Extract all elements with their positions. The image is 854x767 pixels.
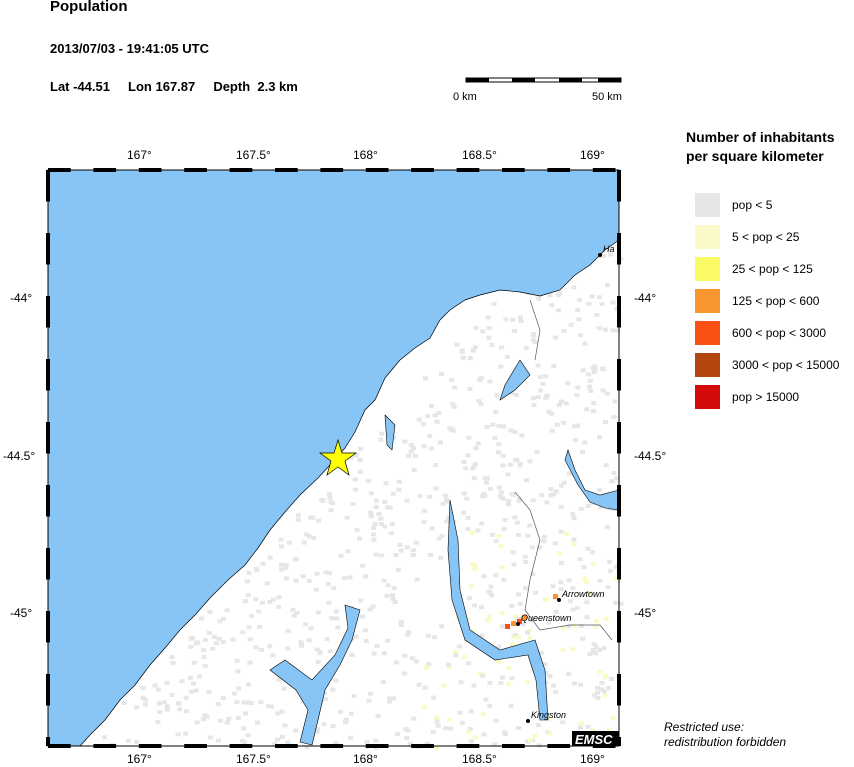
scale-end: 50 km <box>592 91 622 103</box>
lat-tick-left: -45° <box>10 606 33 620</box>
legend-label: 125 < pop < 600 <box>732 294 820 308</box>
legend-item: 25 < pop < 125 <box>695 257 813 281</box>
scale-start: 0 km <box>453 91 477 103</box>
event-datetime: 2013/07/03 - 19:41:05 UTC <box>50 41 209 56</box>
lon-tick-bottom: 168° <box>353 752 378 766</box>
lat-tick-right: -44° <box>634 291 657 305</box>
legend-swatch <box>695 257 720 281</box>
town-label: Queenstown <box>521 613 572 623</box>
town-marker <box>526 719 530 723</box>
lon-tick-top: 168.5° <box>462 148 497 162</box>
legend-item: pop < 5 <box>695 193 772 217</box>
legend-swatch <box>695 193 720 217</box>
notice-line2: redistribution forbidden <box>664 735 787 749</box>
town-label: Arrowtown <box>561 589 605 599</box>
lon-tick-bottom: 168.5° <box>462 752 497 766</box>
legend-label: 5 < pop < 25 <box>732 230 800 244</box>
map-title: Population <box>50 0 128 15</box>
legend-swatch <box>695 225 720 249</box>
town-label: Ha <box>603 244 615 254</box>
epicenter-star-icon[interactable] <box>318 438 358 476</box>
scale-bar <box>465 77 622 83</box>
legend-label: 600 < pop < 3000 <box>732 326 827 340</box>
lon-tick-top: 167.5° <box>236 148 271 162</box>
town-marker <box>516 622 520 626</box>
notice-line1: Restricted use: <box>664 720 745 734</box>
town-marker <box>557 598 561 602</box>
lon-tick-bottom: 167° <box>127 752 152 766</box>
event-coordinates: Lat -44.51 Lon 167.87 Depth 2.3 km <box>50 79 298 94</box>
legend-title-line1: Number of inhabitants <box>686 129 835 145</box>
lon-tick-top: 169° <box>580 148 605 162</box>
legend-item: 125 < pop < 600 <box>695 289 819 313</box>
roads <box>514 299 613 641</box>
legend-swatch <box>695 289 720 313</box>
lat-tick-left: -44° <box>10 291 33 305</box>
legend-title: Number of inhabitants per square kilomete… <box>686 128 854 166</box>
lon-tick-top: 167° <box>127 148 152 162</box>
legend-item: 5 < pop < 25 <box>695 225 799 249</box>
legend-swatch <box>695 385 720 409</box>
legend-label: 25 < pop < 125 <box>732 262 813 276</box>
lon-tick-top: 168° <box>353 148 378 162</box>
lat-tick-right: -45° <box>634 606 657 620</box>
legend-swatch <box>695 353 720 377</box>
legend-label: pop > 15000 <box>732 390 800 404</box>
population-cells <box>101 251 624 750</box>
lat-tick-right: -44.5° <box>634 449 667 463</box>
lon-tick-bottom: 169° <box>580 752 605 766</box>
event-lon: Lon 167.87 <box>128 79 196 94</box>
lon-tick-bottom: 167.5° <box>236 752 271 766</box>
legend-title-line2: per square kilometer <box>686 148 824 164</box>
legend-item: 600 < pop < 3000 <box>695 321 826 345</box>
legend-label: pop < 5 <box>732 198 773 212</box>
town-marker <box>598 253 602 257</box>
usage-notice: Restricted use: redistribution forbidden <box>664 720 786 750</box>
lakes <box>269 359 620 746</box>
towns: Ha Arrowtown Queenstown Kingston <box>516 244 615 723</box>
legend-item: pop > 15000 <box>695 385 799 409</box>
lat-tick-left: -44.5° <box>3 449 36 463</box>
watermark: EMSC <box>575 732 613 747</box>
legend-item: 3000 < pop < 15000 <box>695 353 839 377</box>
event-depth: Depth 2.3 km <box>213 79 298 94</box>
legend-swatch <box>695 321 720 345</box>
map-frame-ticks <box>46 168 621 748</box>
legend-label: 3000 < pop < 15000 <box>732 358 840 372</box>
town-label: Kingston <box>531 710 566 720</box>
watermark-box <box>572 731 619 746</box>
event-lat: Lat -44.51 <box>50 79 110 94</box>
